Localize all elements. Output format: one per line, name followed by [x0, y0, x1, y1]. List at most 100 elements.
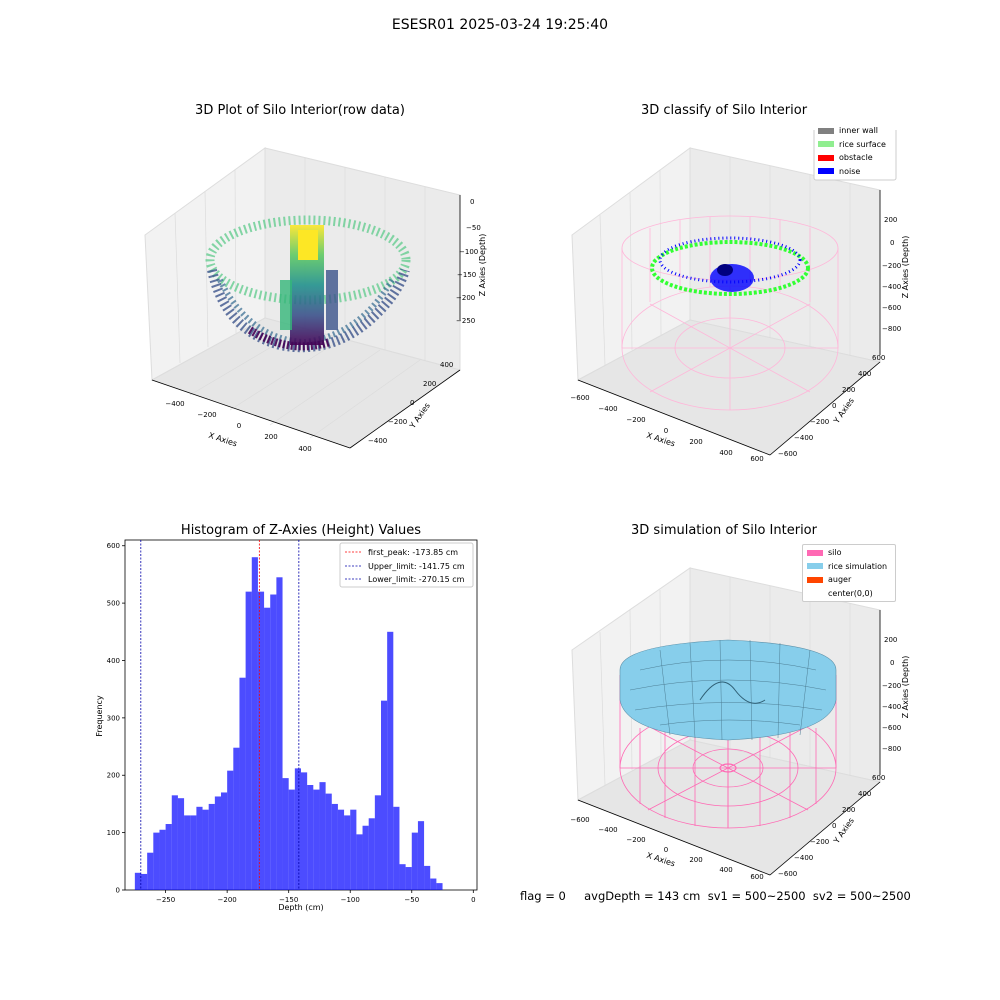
histogram-bar	[430, 878, 437, 890]
x-tick: 400	[298, 445, 311, 453]
z-tick: 200	[884, 636, 897, 644]
histogram-bar	[399, 864, 406, 890]
histogram-bar	[177, 798, 185, 890]
histogram-bar	[233, 747, 240, 890]
raw-x-ticks: −400 −200 0 200 400	[165, 400, 311, 453]
simulation-z-ticks: 200 0 −200 −400 −600 −800	[882, 636, 901, 753]
raw-point-cloud	[205, 215, 411, 353]
y-tick: −400	[794, 434, 813, 442]
histogram-bar	[436, 883, 443, 890]
z-tick: −150	[457, 271, 476, 279]
raw-3d-plot: −400 −200 0 200 400 X Axies −400 −200 0 …	[144, 147, 487, 453]
simulation-axes	[577, 610, 881, 876]
histogram-bar	[257, 591, 265, 890]
legend-frame	[813, 130, 897, 181]
x-tick-label: −150	[279, 896, 298, 904]
x-tick: −200	[197, 411, 216, 419]
x-tick: −600	[570, 394, 589, 402]
histogram-bar	[301, 772, 308, 890]
legend-item-noise: noise	[814, 165, 896, 179]
histogram-title: Histogram of Z-Axies (Height) Values	[180, 523, 422, 538]
x-tick: 0	[237, 422, 241, 430]
histogram-bars	[134, 557, 443, 890]
histogram-bar	[374, 795, 381, 890]
y-tick: −200	[388, 418, 407, 426]
histogram-bar	[368, 818, 375, 890]
z-tick: −50	[466, 224, 481, 232]
classify-3d-plot: −600 −400 −200 0 200 400 600 X Axies −60…	[570, 130, 910, 463]
x-tick: 0	[664, 846, 668, 854]
x-tick: −400	[598, 826, 617, 834]
status-footer: flag = 0 avgDepth = 143 cm sv1 = 500~250…	[520, 889, 911, 903]
histogram-bar	[141, 873, 148, 890]
y-tick-label: 400	[107, 657, 120, 665]
histogram-bar	[276, 577, 283, 890]
y-tick: 200	[842, 806, 855, 814]
legend-label: center(0,0)	[828, 588, 873, 598]
z-tick: −800	[882, 745, 901, 753]
simulation-plot-title: 3D simulation of Silo Interior	[631, 523, 817, 538]
histogram-bar	[288, 789, 295, 890]
classify-x-ticks: −600 −400 −200 0 200 400 600	[570, 394, 763, 463]
classify-z-label: Z Axies (Depth)	[901, 236, 910, 299]
z-tick: −400	[882, 283, 901, 291]
x-tick-label: 0	[471, 896, 475, 904]
y-tick: 200	[423, 380, 436, 388]
z-tick: −250	[456, 317, 475, 325]
legend-swatch	[807, 590, 823, 597]
legend-item-inner-wall: inner wall	[814, 124, 896, 138]
x-tick: −600	[570, 816, 589, 824]
y-tick-label: 100	[107, 829, 120, 837]
histogram-bar	[411, 832, 418, 890]
z-tick: 0	[890, 239, 894, 247]
legend-label: first_peak: -173.85 cm	[368, 548, 458, 557]
x-tick: 400	[719, 449, 732, 457]
histogram-bar	[153, 832, 160, 890]
histogram-bar	[196, 806, 203, 890]
x-tick: −200	[626, 836, 645, 844]
z-tick: 200	[884, 216, 897, 224]
simulation-x-ticks: −600 −400 −200 0 200 400 600	[570, 816, 763, 880]
histogram-bar	[227, 770, 234, 890]
x-tick: 0	[664, 427, 668, 435]
z-tick: −200	[882, 262, 901, 270]
legend-label: auger	[828, 575, 852, 584]
y-tick: 400	[858, 790, 871, 798]
legend-item-silo: silo	[803, 546, 895, 560]
classify-y-ticks: −600 −400 −200 0 200 400 600	[778, 354, 885, 458]
histogram-bar	[331, 803, 338, 890]
x-tick: −400	[598, 405, 617, 413]
legend-label: obstacle	[839, 153, 873, 162]
x-tick: 600	[750, 455, 763, 463]
legend-label: silo	[828, 548, 842, 557]
legend-label: rice surface	[839, 139, 886, 149]
z-tick: −800	[882, 325, 901, 333]
legend-swatch	[818, 127, 834, 134]
simulation-y-ticks: −600 −400 −200 0 200 400 600	[778, 774, 885, 878]
z-tick: −200	[882, 682, 901, 690]
histogram-y-ticks: 0 100 200 300 400 500 600	[107, 542, 125, 895]
x-tick: 400	[719, 866, 732, 874]
histogram-bar	[393, 806, 400, 890]
histogram-reference-lines	[140, 540, 300, 890]
y-tick: 200	[842, 386, 855, 394]
y-tick: −400	[794, 854, 813, 862]
histogram-bar	[337, 809, 345, 890]
x-tick: 200	[264, 433, 277, 441]
y-tick: 0	[410, 399, 414, 407]
x-tick: −200	[626, 416, 645, 424]
histogram-bar	[313, 789, 320, 890]
legend-label: Upper_limit: -141.75 cm	[368, 562, 465, 571]
y-tick: −600	[778, 450, 797, 458]
z-tick: 0	[890, 659, 894, 667]
raw-z-ticks: 0 −50 −100 −150 −200 −250	[456, 198, 481, 325]
legend-item-rice-simulation: rice simulation	[803, 560, 895, 574]
legend-item-auger: auger	[803, 573, 895, 587]
histogram-bar	[387, 631, 394, 890]
histogram-bar	[221, 792, 228, 890]
legend-swatch	[807, 549, 823, 556]
x-tick-label: −200	[218, 896, 237, 904]
x-tick: 600	[750, 873, 763, 880]
classify-x-label: X Axies	[645, 431, 676, 449]
y-tick-label: 200	[107, 772, 120, 780]
